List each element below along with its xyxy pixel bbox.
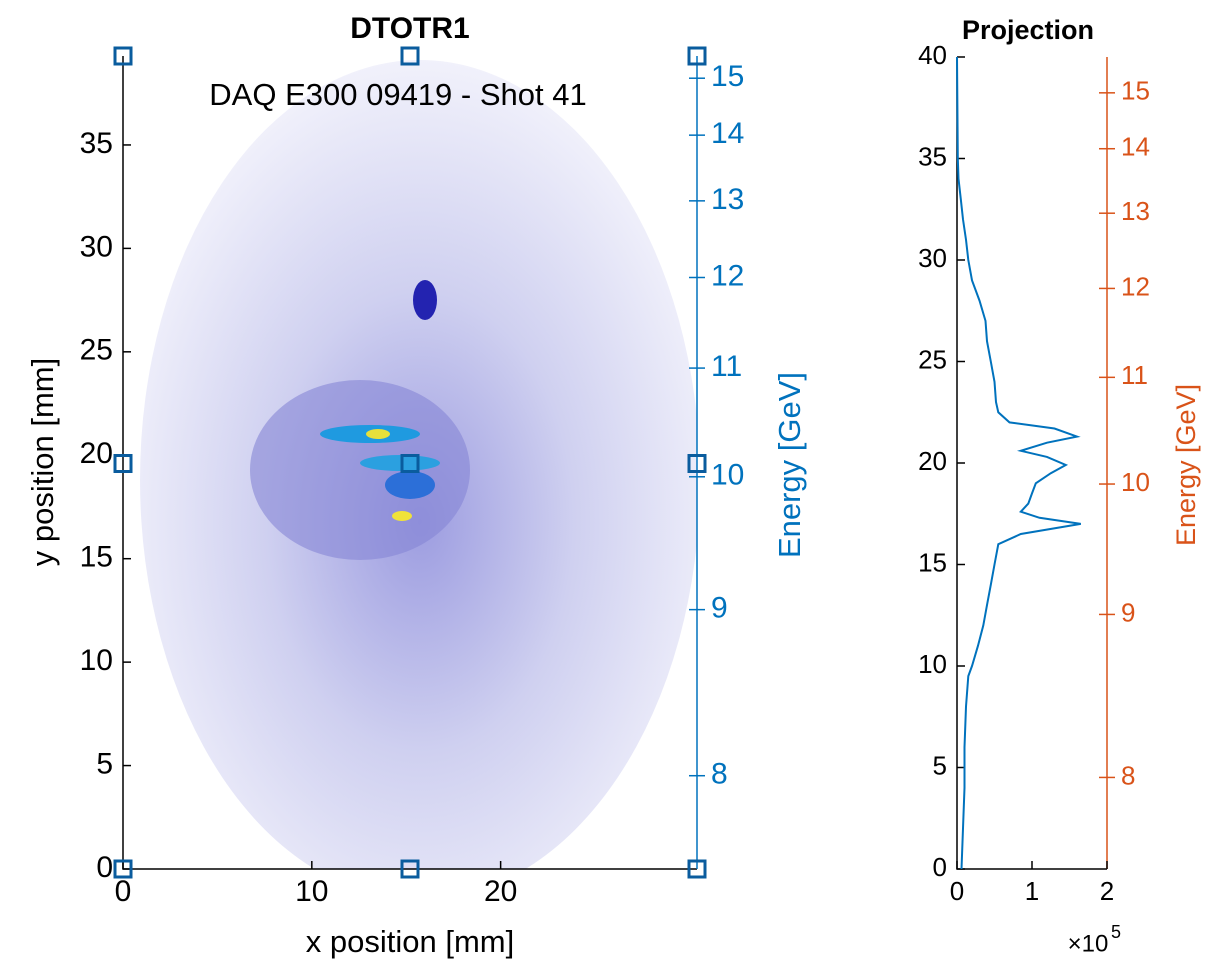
x-multiplier-exponent: 5 xyxy=(1111,922,1121,942)
roi-handle[interactable] xyxy=(113,46,133,66)
y2-tick-label: 15 xyxy=(711,60,744,93)
x-tick-label: 1 xyxy=(1025,876,1039,906)
y2-tick-label: 15 xyxy=(1121,76,1150,106)
y-tick-label: 30 xyxy=(80,230,113,263)
roi-handle[interactable] xyxy=(113,859,133,879)
y2-tick-label: 14 xyxy=(711,117,744,150)
annotation: DAQ E300 09419 - Shot 41 xyxy=(209,77,586,112)
roi-handle[interactable] xyxy=(400,859,420,879)
projection-line xyxy=(956,56,1081,870)
y-tick-label: 5 xyxy=(96,747,113,780)
y-tick-label: 5 xyxy=(933,750,947,780)
y2-tick-label: 14 xyxy=(1121,132,1150,162)
y2-tick-label: 8 xyxy=(711,758,728,791)
roi-handle[interactable] xyxy=(400,454,420,473)
roi-handle[interactable] xyxy=(113,454,133,473)
chart-title: Projection xyxy=(962,15,1094,45)
roi-handle[interactable] xyxy=(687,859,707,879)
detector-image xyxy=(140,60,697,869)
y2-tick-label: 13 xyxy=(1121,196,1150,226)
y2-tick-label: 10 xyxy=(1121,467,1150,497)
y-tick-label: 0 xyxy=(96,851,113,884)
y2-tick-label: 12 xyxy=(711,259,744,292)
y2-tick-label: 12 xyxy=(1121,271,1150,301)
y-tick-label: 40 xyxy=(918,40,947,70)
y2-axis-label: Energy [GeV] xyxy=(1171,384,1201,546)
y-tick-label: 0 xyxy=(933,852,947,882)
y2-tick-label: 11 xyxy=(1121,360,1148,390)
chart-title: DTOTR1 xyxy=(350,12,469,45)
y2-tick-label: 10 xyxy=(711,459,744,492)
roi-handle[interactable] xyxy=(687,454,707,473)
x-tick-label: 2 xyxy=(1100,876,1114,906)
x-multiplier: ×10 xyxy=(1068,930,1109,957)
y-tick-label: 15 xyxy=(918,547,947,577)
y-tick-label: 30 xyxy=(918,243,947,273)
y-tick-label: 10 xyxy=(80,644,113,677)
y2-tick-label: 8 xyxy=(1121,760,1135,790)
y-tick-label: 10 xyxy=(918,649,947,679)
x-tick-label: 0 xyxy=(950,876,964,906)
y2-tick-label: 13 xyxy=(711,183,744,216)
roi-handle[interactable] xyxy=(687,46,707,66)
y-axis-label: y position [mm] xyxy=(25,358,60,566)
y2-tick-label: 9 xyxy=(1121,597,1135,627)
y2-tick-label: 11 xyxy=(711,350,742,383)
x-tick-label: 10 xyxy=(295,875,328,908)
y-tick-label: 25 xyxy=(80,334,113,367)
x-axis-label: x position [mm] xyxy=(306,924,514,959)
x-tick-label: 20 xyxy=(484,875,517,908)
y-tick-label: 20 xyxy=(918,446,947,476)
y2-axis-label: Energy [GeV] xyxy=(772,372,807,558)
y-tick-label: 35 xyxy=(918,141,947,171)
y-tick-label: 25 xyxy=(918,344,947,374)
y-tick-label: 35 xyxy=(80,127,113,160)
y2-tick-label: 9 xyxy=(711,592,728,625)
y-tick-label: 15 xyxy=(80,541,113,574)
axis-frame xyxy=(956,57,1107,870)
y-tick-label: 20 xyxy=(80,437,113,470)
roi-handle[interactable] xyxy=(400,46,420,66)
x-tick-label: 0 xyxy=(115,875,132,908)
